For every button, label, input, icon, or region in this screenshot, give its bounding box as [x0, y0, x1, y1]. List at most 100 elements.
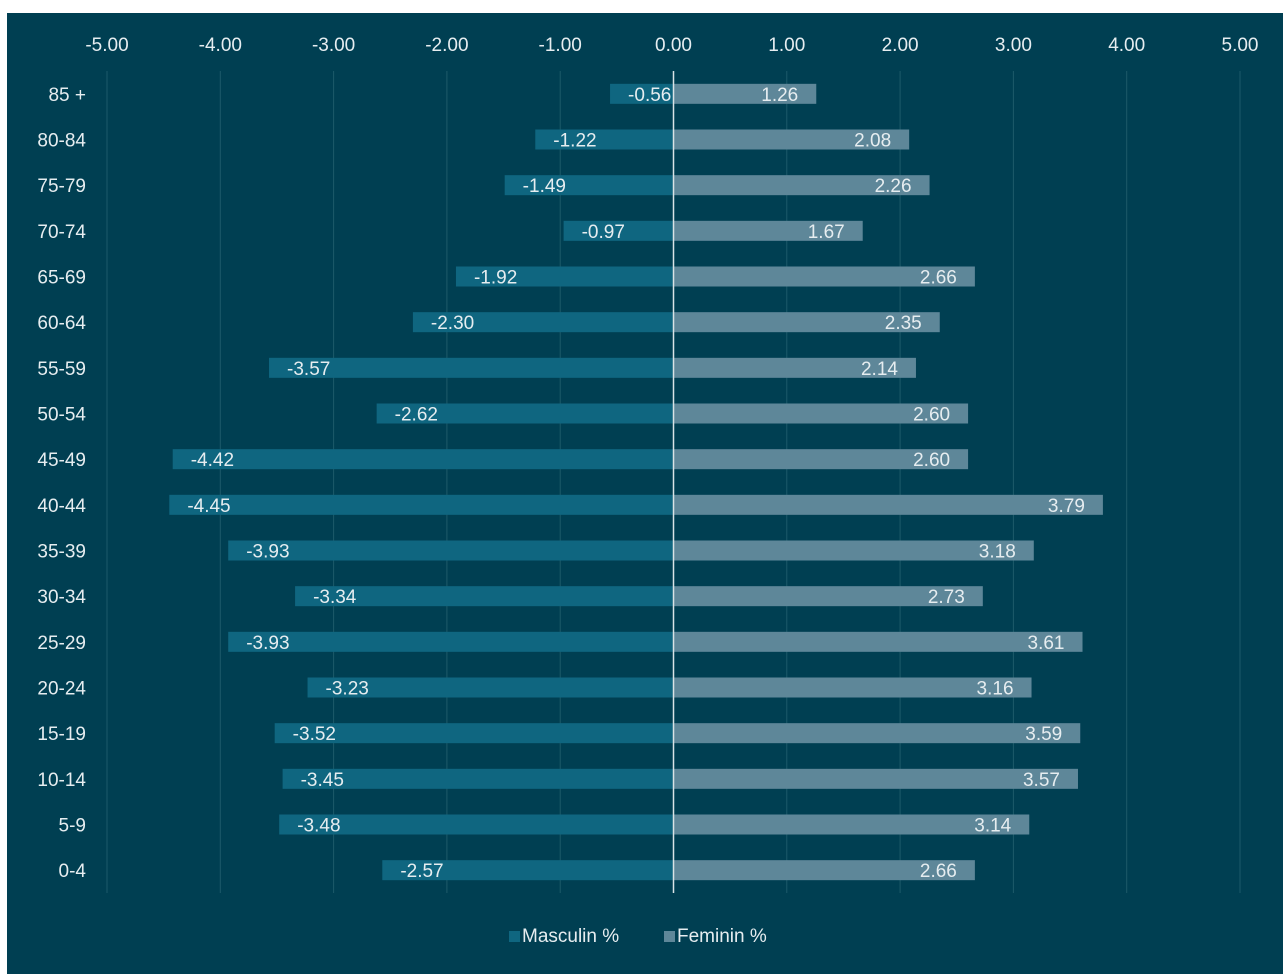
- bar-masculin: [307, 677, 674, 698]
- data-label: -3.93: [246, 542, 289, 563]
- x-tick-label: -5.00: [85, 35, 128, 56]
- bar-masculin: [563, 220, 674, 241]
- bar-masculin: [228, 631, 674, 652]
- bars: [169, 83, 1103, 881]
- data-label: -3.45: [301, 770, 344, 791]
- x-tick-label: 4.00: [1108, 35, 1145, 56]
- data-label: 2.08: [854, 131, 891, 152]
- bar-masculin: [504, 175, 674, 196]
- bar-feminin: [673, 677, 1032, 698]
- bar-masculin: [172, 449, 674, 470]
- category-label: 35-39: [37, 542, 86, 563]
- data-label: -0.56: [628, 85, 671, 106]
- bar-feminin: [673, 768, 1078, 789]
- data-label: -1.92: [474, 268, 517, 289]
- bar-feminin: [673, 403, 969, 424]
- bar-feminin: [673, 83, 817, 104]
- category-label: 10-14: [37, 770, 86, 791]
- data-label: -2.30: [431, 313, 474, 334]
- category-label: 25-29: [37, 633, 86, 654]
- category-label: 40-44: [37, 496, 86, 517]
- category-label: 50-54: [37, 405, 86, 426]
- bar-masculin: [535, 129, 674, 150]
- data-label: -3.57: [287, 359, 330, 380]
- category-label: 75-79: [37, 176, 86, 197]
- bar-masculin: [382, 860, 674, 881]
- bar-feminin: [673, 814, 1030, 835]
- data-label: 3.57: [1023, 770, 1060, 791]
- bar-masculin: [282, 768, 674, 789]
- data-label: 3.61: [1028, 633, 1065, 654]
- bar-feminin: [673, 723, 1081, 744]
- x-tick-label: 3.00: [995, 35, 1032, 56]
- data-label: -3.48: [297, 816, 340, 837]
- data-labels: -0.56 -1.22 -1.49 -0.97 -1.92 -2.30 -3.57 -2.62…: [187, 85, 1085, 882]
- category-label: 20-24: [37, 679, 86, 700]
- bar-feminin: [673, 586, 983, 607]
- legend-swatch: [664, 931, 675, 942]
- x-tick-label: 1.00: [768, 35, 805, 56]
- data-label: 2.26: [875, 176, 912, 197]
- bar-feminin: [673, 175, 930, 196]
- x-tick-label: 2.00: [882, 35, 919, 56]
- data-label: -3.93: [246, 633, 289, 654]
- category-label: 30-34: [37, 587, 86, 608]
- data-label: 3.18: [979, 542, 1016, 563]
- data-label: -2.62: [395, 405, 438, 426]
- x-tick-label: -1.00: [539, 35, 582, 56]
- x-tick-label: -2.00: [425, 35, 468, 56]
- category-label: 15-19: [37, 724, 86, 745]
- category-label: 70-74: [37, 222, 86, 243]
- data-label: 2.14: [861, 359, 898, 380]
- bar-masculin: [376, 403, 674, 424]
- bar-masculin: [455, 266, 674, 287]
- bar-masculin: [412, 312, 674, 333]
- bar-feminin: [673, 631, 1083, 652]
- category-label: 85 +: [48, 85, 86, 106]
- data-label: -0.97: [582, 222, 625, 243]
- bar-feminin: [673, 266, 975, 287]
- category-label: 55-59: [37, 359, 86, 380]
- data-label: 3.59: [1025, 724, 1062, 745]
- bar-feminin: [673, 129, 910, 150]
- bar-masculin: [228, 540, 674, 561]
- legend-swatch: [509, 931, 520, 942]
- data-label: 2.60: [913, 450, 950, 471]
- data-label: -1.49: [523, 176, 566, 197]
- bar-feminin: [673, 860, 975, 881]
- bar-feminin: [673, 540, 1034, 561]
- bar-feminin: [673, 312, 940, 333]
- bar-masculin: [169, 494, 674, 515]
- category-label: 5-9: [59, 816, 86, 837]
- population-pyramid-chart: -5.00 -4.00 -3.00 -2.00 -1.00 0.00 1.00 2.00 3.0…: [7, 13, 1283, 974]
- legend: Masculin % Feminin %: [509, 926, 767, 947]
- category-label: 60-64: [37, 313, 86, 334]
- data-label: -1.22: [553, 131, 596, 152]
- data-label: 2.73: [928, 587, 965, 608]
- bar-masculin: [295, 586, 674, 607]
- category-labels: 85 + 80-84 75-79 70-74 65-69 60-64 55-59 50-54 4…: [37, 85, 86, 882]
- x-tick-label: -4.00: [199, 35, 242, 56]
- category-label: 80-84: [37, 131, 86, 152]
- bar-masculin: [269, 357, 674, 378]
- bar-feminin: [673, 220, 863, 241]
- data-label: 2.66: [920, 861, 957, 882]
- data-label: -3.34: [313, 587, 357, 608]
- data-label: -4.45: [187, 496, 230, 517]
- data-label: -3.52: [293, 724, 336, 745]
- x-axis-ticks: -5.00 -4.00 -3.00 -2.00 -1.00 0.00 1.00 2.00 3.0…: [85, 35, 1258, 56]
- bar-masculin: [274, 723, 674, 744]
- data-label: 3.79: [1048, 496, 1085, 517]
- bar-masculin: [279, 814, 674, 835]
- chart-canvas: -5.00 -4.00 -3.00 -2.00 -1.00 0.00 1.00 2.00 3.0…: [37, 35, 1258, 947]
- bar-feminin: [673, 494, 1103, 515]
- data-label: -2.57: [400, 861, 443, 882]
- data-label: -3.23: [326, 679, 369, 700]
- legend-label: Masculin %: [522, 926, 619, 947]
- x-tick-label: 5.00: [1222, 35, 1259, 56]
- data-label: 3.14: [974, 816, 1011, 837]
- data-label: 1.67: [808, 222, 845, 243]
- bar-masculin: [610, 83, 674, 104]
- x-tick-label: 0.00: [655, 35, 692, 56]
- category-label: 45-49: [37, 450, 86, 471]
